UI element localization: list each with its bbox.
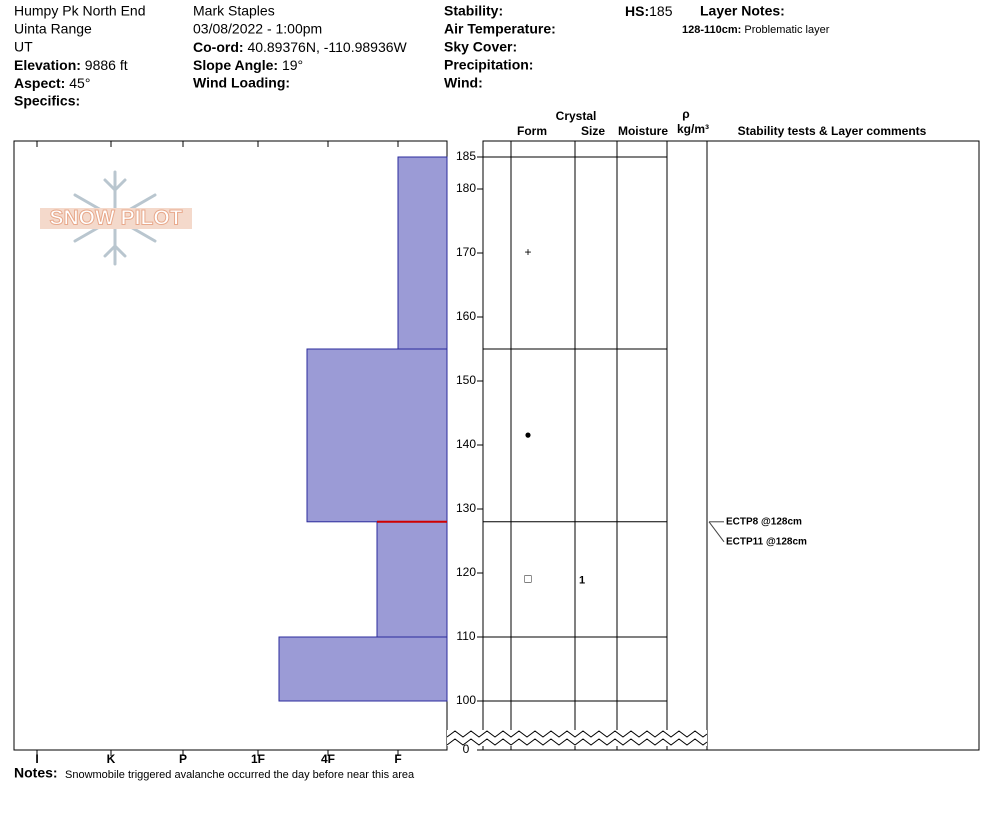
col-header: Stability tests & Layer comments xyxy=(738,124,927,138)
slope: Slope Angle: 19° xyxy=(193,57,303,73)
site: Humpy Pk North End xyxy=(14,3,146,19)
y-tick-label: 130 xyxy=(456,501,476,515)
x-tick-label: 4F xyxy=(321,752,335,766)
range: 128-110cm: xyxy=(682,24,741,36)
observer: Mark Staples xyxy=(193,3,275,19)
label: Elevation: xyxy=(14,57,81,73)
y-tick-label: 160 xyxy=(456,309,476,323)
hardness-bar xyxy=(306,348,448,523)
value: 185 xyxy=(649,3,673,19)
y-tick-label: 150 xyxy=(456,373,476,387)
label: Slope Angle: xyxy=(193,57,278,73)
x-tick-label: P xyxy=(179,752,187,766)
specifics-label: Specifics: xyxy=(14,93,80,109)
y-tick-label: 110 xyxy=(456,629,475,643)
col-header: Size xyxy=(581,124,605,138)
layer-notes-label: Layer Notes: xyxy=(700,3,785,19)
y-tick-label: 185 xyxy=(456,149,476,163)
stability-test: ECTP8 @128cm xyxy=(726,516,802,527)
y-tick-label: 170 xyxy=(456,245,476,259)
sky-label: Sky Cover: xyxy=(444,39,517,55)
y-tick-label: 120 xyxy=(456,565,476,579)
stability-label: Stability: xyxy=(444,3,503,19)
text: Problematic layer xyxy=(744,24,829,36)
range: Uinta Range xyxy=(14,21,92,37)
grain-size: 1 xyxy=(579,574,585,586)
y-tick-label: 100 xyxy=(456,693,476,707)
datetime: 03/08/2022 - 1:00pm xyxy=(193,21,322,37)
coord: Co-ord: 40.89376N, -110.98936W xyxy=(193,39,408,55)
hardness-bar xyxy=(397,156,448,350)
x-tick-label: 1F xyxy=(251,752,265,766)
y-tick-label: 0 xyxy=(463,742,470,756)
precip-label: Precipitation: xyxy=(444,57,533,73)
x-tick-label: I xyxy=(35,752,38,766)
axis-break xyxy=(446,730,708,746)
label: HS: xyxy=(625,3,649,19)
col-header: ρ xyxy=(682,107,689,121)
layer-note: 128-110cm: Problematic layer xyxy=(682,24,830,36)
hardness-bar xyxy=(278,636,448,702)
value: 19° xyxy=(282,57,303,73)
grain-form: □ xyxy=(524,572,531,586)
wind-loading-label: Wind Loading: xyxy=(193,75,290,91)
value: 40.89376N, -110.98936W xyxy=(247,39,407,55)
hardness-bar xyxy=(376,521,448,638)
col-header: Form xyxy=(517,124,547,138)
aspect: Aspect: 45° xyxy=(14,75,90,91)
x-tick-label: K xyxy=(107,752,116,766)
hs: HS:185 xyxy=(625,3,673,19)
label: Co-ord: xyxy=(193,39,244,55)
y-tick-label: 140 xyxy=(456,437,476,451)
label: Aspect: xyxy=(14,75,65,91)
layer-frame xyxy=(482,140,980,751)
logo-text: SNOW PILOT xyxy=(50,207,183,230)
value: 9886 ft xyxy=(85,57,128,73)
col-header: kg/m³ xyxy=(677,122,709,136)
notes-label: Notes: xyxy=(14,765,58,781)
stability-test: ECTP11 @128cm xyxy=(726,536,807,547)
value: 45° xyxy=(69,75,90,91)
test-arrow xyxy=(708,521,725,543)
grain-form: + xyxy=(524,245,531,259)
col-header: Moisture xyxy=(618,124,668,138)
logo: SNOW PILOT xyxy=(40,170,192,266)
notes: Snowmobile triggered avalanche occurred … xyxy=(65,769,415,781)
state: UT xyxy=(14,39,33,55)
wind-label: Wind: xyxy=(444,75,483,91)
grain-form: ● xyxy=(524,428,531,442)
y-tick-label: 180 xyxy=(456,181,476,195)
col-header: Crystal xyxy=(556,109,597,123)
x-tick-label: F xyxy=(394,752,401,766)
air-temp-label: Air Temperature: xyxy=(444,21,556,37)
elevation: Elevation: 9886 ft xyxy=(14,57,128,73)
